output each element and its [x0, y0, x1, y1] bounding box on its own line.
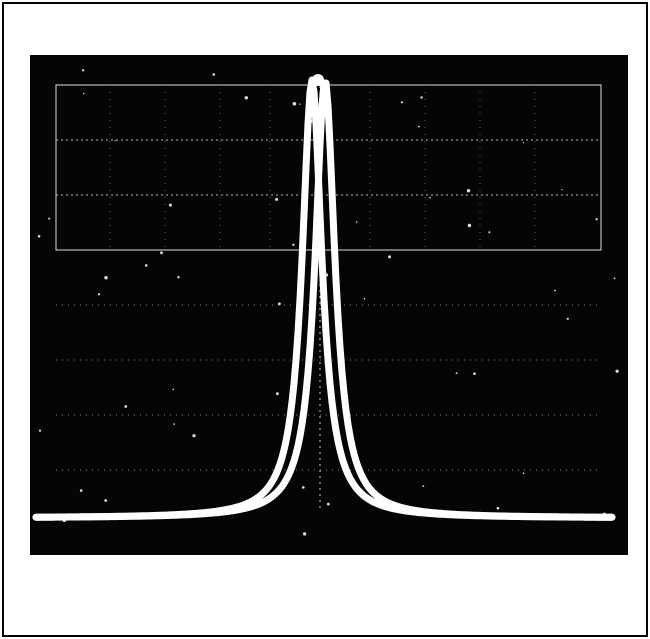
- speckle: [302, 532, 307, 536]
- speckle: [561, 189, 563, 191]
- speckle: [37, 235, 41, 238]
- speckle: [275, 197, 279, 201]
- speckle: [467, 223, 472, 228]
- speckle: [173, 423, 175, 425]
- speckle: [244, 96, 248, 100]
- speckle: [124, 405, 128, 408]
- speckle: [455, 372, 458, 375]
- speckle: [168, 203, 172, 207]
- speckle: [160, 251, 163, 255]
- trace-peak: [312, 74, 324, 86]
- speckle: [388, 255, 391, 259]
- speckle: [98, 293, 101, 296]
- trace-band: [32, 79, 616, 521]
- speckle: [292, 243, 295, 246]
- speckle: [212, 73, 216, 76]
- speckle: [422, 485, 425, 487]
- speckle: [48, 217, 51, 220]
- speckle: [104, 276, 108, 280]
- speckle: [326, 502, 330, 506]
- speckle: [144, 264, 148, 267]
- speckle: [114, 140, 116, 142]
- speckle: [355, 221, 358, 223]
- speckle: [302, 486, 305, 489]
- speckle: [38, 429, 42, 432]
- speckle: [104, 499, 108, 502]
- speckle: [429, 196, 431, 199]
- speckle: [82, 92, 85, 95]
- speckle: [192, 434, 196, 438]
- speckle: [522, 472, 525, 475]
- speckle: [566, 317, 569, 320]
- speckle: [276, 392, 279, 396]
- speckle: [420, 96, 423, 99]
- speckle: [466, 189, 471, 193]
- speckle: [613, 277, 616, 280]
- speckle: [418, 125, 420, 128]
- speckle: [81, 69, 85, 72]
- speckle: [292, 102, 297, 106]
- speckle: [172, 388, 174, 391]
- speckle: [79, 489, 83, 492]
- speckle: [615, 369, 619, 373]
- speckle: [522, 142, 525, 144]
- speckle: [554, 289, 556, 292]
- speckle: [278, 302, 281, 306]
- speckle: [177, 276, 180, 279]
- speckle: [363, 298, 366, 300]
- speckle: [496, 506, 500, 510]
- speckle: [400, 101, 403, 104]
- speckle: [488, 231, 491, 234]
- speckle: [595, 218, 598, 221]
- speckle: [473, 372, 476, 376]
- speckle: [299, 103, 301, 105]
- trace: [32, 74, 616, 521]
